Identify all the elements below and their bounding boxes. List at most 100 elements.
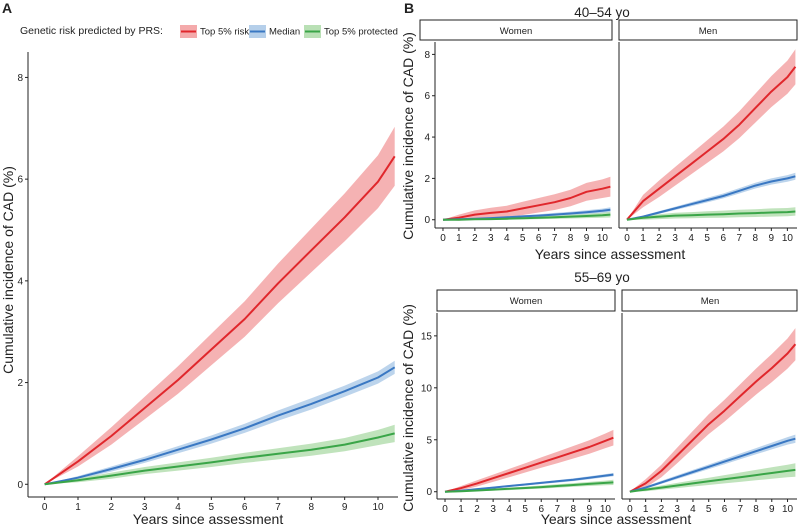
panel-b-top-women-x-tick-label: 5: [520, 233, 526, 244]
panel-a-y-tick-label: 8: [17, 73, 23, 84]
strip-b-bottom-women: [436, 289, 616, 312]
panel-b-top-women-x-tick-label: 2: [472, 233, 478, 244]
panel-b-bottom-women-y-tick-label: 5: [426, 435, 432, 446]
panel-b-bottom-women-x-tick-label: 0: [442, 504, 448, 515]
panel-b-bottom-men-series-line-median: [629, 437, 796, 493]
panel-a-y-tick-label: 6: [17, 175, 23, 186]
panel-b-bottom-men-ci-band-top-5-protected: [629, 463, 796, 492]
panel-b-top-women-x-tick-label: 7: [552, 233, 558, 244]
panel-b-top-women-series-line-top-5-risk: [442, 185, 611, 221]
panel-b-top-men-ci-band-top-5-risk: [627, 49, 796, 220]
panel-a-x-tick-label: 6: [242, 502, 248, 513]
panel-b-bottom-women-x-tick-label: 3: [490, 504, 496, 515]
panel-a-x-tick-label: 4: [175, 502, 181, 513]
panel-b-bottom-men-x-tick-label: 2: [659, 504, 665, 515]
legend-item-top-risk: Top 5% risk: [180, 25, 249, 38]
panel-a-x-tick-label: 1: [75, 502, 81, 513]
legend-label-top-risk: Top 5% risk: [200, 27, 249, 38]
strip-b-top-women-label: Women: [500, 26, 533, 37]
panel-a-series-line-top-5-risk: [44, 155, 396, 486]
panel-b-top-men-x-tick-label: 5: [704, 233, 710, 244]
panel-a-x-tick-label: 3: [142, 502, 148, 513]
panel-b-top-women-x-tick-label: 3: [488, 233, 494, 244]
panel-a-plot: 0 1 2 3 4 5 6 7 8 9 10 0 2 4 6 8: [17, 52, 398, 513]
panel-a-x-tick-label: 0: [42, 502, 48, 513]
panel-a-label: A: [2, 0, 12, 16]
strip-b-bottom-men: [621, 289, 798, 312]
panel-b-bottom-women-y-tick-label: 10: [421, 383, 433, 394]
panel-b-bottom-men-x-tick-label: 5: [706, 504, 712, 515]
panel-b-top-men-series-line-median: [626, 175, 796, 221]
panel-b-label: B: [404, 0, 414, 16]
panel-b-top-women-y-tick-label: 8: [424, 50, 430, 61]
panel-a-x-tick-label: 2: [109, 502, 115, 513]
panel-b-bottom-ylabel: Cumulative incidence of CAD (%): [400, 304, 416, 512]
panel-a-x-tick-label: 8: [309, 502, 315, 513]
panel-b-top-men-x-tick-label: 7: [736, 233, 742, 244]
panel-b-bottom-women-x-tick-label: 9: [587, 504, 593, 515]
panel-b-top-women-x-tick-label: 8: [568, 233, 574, 244]
panel-b-top-women-x-tick-label: 0: [440, 233, 446, 244]
panel-b-bottom-men-x-tick-label: 4: [690, 504, 696, 515]
panel-b-bottom-women-x-tick-label: 7: [554, 504, 560, 515]
panel-b-top-men-x-tick-label: 10: [782, 233, 794, 244]
legend-item-top-protected: Top 5% protected: [304, 25, 398, 38]
panel-b-bottom-women-x-tick-label: 1: [458, 504, 464, 515]
panel-b-top-women-y-tick-label: 2: [424, 174, 430, 185]
panel-b-top-women-ci-band-top-5-protected: [443, 211, 611, 221]
panel-b-top-women-x-tick-label: 1: [456, 233, 462, 244]
panel-b-bottom-men-plot: 0 1 2 3 4 5 6 7 8 9 10: [621, 313, 797, 515]
panel-b-top-men-x-tick-label: 9: [769, 233, 775, 244]
panel-b-top-men-x-tick-label: 4: [688, 233, 694, 244]
panel-a-ci-band-top-5-protected: [44, 424, 395, 485]
panel-b-bottom-xlabel: Years since assessment: [541, 511, 692, 527]
strip-b-bottom-men-label: Men: [701, 296, 719, 307]
panel-b-top-women-ci-band-top-5-risk: [443, 176, 611, 221]
strip-b-bottom-women-label: Women: [510, 296, 543, 307]
panel-b-bottom-women-y-tick-label: 0: [426, 487, 432, 498]
panel-b-bottom-men-series-line-top-5-protected: [629, 468, 796, 493]
panel-b-top-title: 40–54 yo: [574, 5, 630, 20]
panel-b-bottom-women-x-tick-label: 6: [538, 504, 544, 515]
panel-b-bottom-men-series-line-top-5-risk: [629, 343, 797, 493]
panel-b-bottom-title: 55–69 yo: [574, 270, 630, 285]
panel-a-series-line-median: [44, 366, 396, 486]
panel-b-top-women-x-tick-label: 9: [584, 233, 590, 244]
panel-b-top-men-x-tick-label: 0: [624, 233, 630, 244]
panel-b-top-men-x-tick-label: 2: [656, 233, 662, 244]
legend-label-top-protected: Top 5% protected: [324, 27, 398, 38]
panel-b-top-men-plot: 0 1 2 3 4 5 6 7 8 9 10: [618, 42, 797, 244]
panel-b-top-women-x-tick-label: 6: [536, 233, 542, 244]
panel-b-bottom-women-series-line-top-5-risk: [444, 436, 614, 493]
panel-a-ci-band-top-5-risk: [44, 126, 395, 485]
panel-b-top-men-x-tick-label: 6: [720, 233, 726, 244]
panel-b-bottom-men-x-tick-label: 9: [769, 504, 775, 515]
panel-b-top-men-ci-band-median: [627, 172, 796, 220]
panel-b-top-men-series-line-top-5-protected: [626, 210, 796, 221]
panel-b-bottom-women-x-tick-label: 5: [522, 504, 528, 515]
legend-title: Genetic risk predicted by PRS:: [20, 25, 163, 37]
legend: Genetic risk predicted by PRS: Top 5% ri…: [20, 25, 398, 38]
panel-a-x-tick-label: 5: [209, 502, 215, 513]
panel-b-bottom-women-series-line-top-5-protected: [444, 481, 614, 493]
panel-b-bottom-women-x-tick-label: 4: [506, 504, 512, 515]
panel-b-bottom-men-x-tick-label: 8: [753, 504, 759, 515]
panel-a-series-line-top-5-protected: [44, 432, 395, 486]
panel-b-bottom-women-ci-band-top-5-protected: [445, 479, 614, 492]
strip-b-top-men: [618, 19, 798, 41]
panel-b-bottom-men-x-tick-label: 10: [782, 504, 794, 515]
strip-b-top-men-label: Men: [699, 26, 717, 37]
panel-b-top-xlabel: Years since assessment: [535, 246, 686, 262]
panel-b-bottom-men-x-tick-label: 3: [674, 504, 680, 515]
legend-label-median: Median: [269, 27, 300, 38]
panel-b-top-women-x-tick-label: 10: [597, 233, 609, 244]
panel-b-bottom-men-x-tick-label: 1: [643, 504, 649, 515]
panel-b-top-ylabel: Cumulative incidence of CAD (%): [400, 32, 416, 240]
legend-item-median: Median: [249, 25, 300, 38]
panel-b-bottom-women-x-tick-label: 2: [474, 504, 480, 515]
strip-b-top-women: [419, 19, 613, 41]
panel-b-top-men-x-tick-label: 1: [640, 233, 646, 244]
panel-b-top-men-series-line-top-5-risk: [626, 66, 797, 221]
